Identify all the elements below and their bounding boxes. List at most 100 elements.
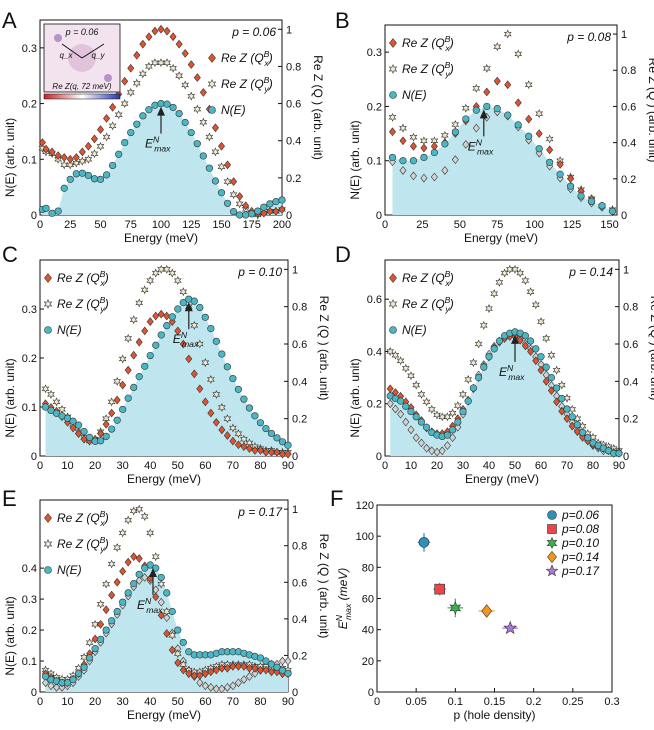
legend-label: N(E) <box>402 88 427 102</box>
data-point-re-z-q-x-b- <box>157 309 165 319</box>
data-point-re-z-q-x-b- <box>218 425 226 435</box>
data-point-re-z-q-y-b- <box>163 58 171 68</box>
data-point-grey <box>42 678 49 688</box>
x-tick-label: 40 <box>483 460 495 472</box>
data-point-re-z-q-y-b- <box>399 123 407 133</box>
data-point-n-e- <box>407 407 415 416</box>
x-tick-label: 90 <box>282 696 294 708</box>
data-point-n-e- <box>242 211 250 219</box>
data-point-n-e- <box>85 654 94 662</box>
y-right-tick-label: 0.8 <box>286 61 301 73</box>
data-point-n-e- <box>157 573 165 582</box>
data-point-grey <box>412 433 420 443</box>
data-point-n-e- <box>84 171 92 180</box>
x-tick-label: 0 <box>37 219 43 231</box>
data-point-grey <box>428 446 436 456</box>
data-point-grey <box>240 675 248 684</box>
data-point-n-e- <box>409 157 418 165</box>
data-point-re-z-q-y-b- <box>417 389 426 399</box>
data-point-re-z-q-y-b- <box>138 69 147 79</box>
data-point-re-z-q-y-b- <box>479 320 488 330</box>
data-point-n-e- <box>240 395 248 403</box>
data-point-re-z-q-x-b- <box>152 311 160 321</box>
data-point-re-z-q-y-b- <box>60 160 69 170</box>
emax-annotation: EN max <box>145 135 171 154</box>
data-point-re-z-q-x-b- <box>72 153 80 162</box>
data-point-n-e- <box>525 132 533 140</box>
data-point-re-z-q-x-b- <box>113 577 121 587</box>
inset-arrow-qx <box>61 43 83 59</box>
y-right-tick-label: 1 <box>286 24 292 36</box>
x-tick-label: 60 <box>199 696 211 708</box>
data-point-re-z-q-x-b- <box>108 408 116 418</box>
data-point-re-z-q-y-b- <box>151 552 160 562</box>
data-point-n-e- <box>157 331 165 339</box>
data-point-re-z-q-y-b- <box>420 136 428 146</box>
data-point-re-z-q-y-b- <box>217 162 226 172</box>
data-point-re-z-q-y-b- <box>547 350 556 360</box>
data-point-re-z-q-y-b- <box>485 304 493 314</box>
data-point-re-z-q-x-b- <box>42 144 50 154</box>
x-axis-label: Energy (meV) <box>465 472 539 486</box>
data-point-n-e- <box>262 657 270 665</box>
data-point-re-z-q-y-b- <box>401 363 410 373</box>
data-point-n-e- <box>78 169 86 177</box>
data-point-n-e- <box>556 170 564 178</box>
x-tick-label: 25 <box>416 219 428 231</box>
data-point-n-e- <box>397 397 405 405</box>
legend-marker <box>546 536 558 550</box>
data-point-re-z-q-y-b- <box>179 287 188 297</box>
y-right-tick-label: 0.6 <box>286 99 301 111</box>
data-point-re-z-q-y-b- <box>66 160 75 170</box>
peak-arrow-head <box>148 568 157 578</box>
data-point-re-z-q-x-b- <box>245 444 253 453</box>
data-point-re-z-q-y-b- <box>108 121 117 131</box>
data-point-re-z-q-x-b- <box>420 143 428 153</box>
data-point-re-z-q-y-b- <box>391 350 400 360</box>
inset-spot <box>104 74 112 82</box>
emax-annotation: EN max <box>173 330 199 349</box>
data-point-re-z-q-y-b- <box>503 29 512 39</box>
data-point-n-e- <box>207 325 215 333</box>
legend-label: Re Z (QB x) <box>221 49 273 68</box>
data-point-re-z-q-y-b- <box>169 63 177 73</box>
data-point-re-z-q-x-b- <box>103 114 111 123</box>
data-point-re-z-q-x-b- <box>163 629 171 638</box>
data-point-n-e- <box>157 99 165 108</box>
data-point-re-z-q-y-b- <box>102 579 111 589</box>
data-point-re-z-q-y-b- <box>78 156 87 166</box>
y-tick-label: 0 <box>31 210 37 222</box>
data-point-n-e- <box>48 209 56 217</box>
peak-arrow-head <box>157 106 165 116</box>
data-point-re-z-q-y-b- <box>140 285 149 295</box>
y-tick-label: 0 <box>376 210 382 222</box>
data-point-n-e- <box>54 207 62 215</box>
data-point-re-z-q-x-b- <box>121 76 129 86</box>
y-tick-label: 60 <box>362 594 374 606</box>
data-point-n-e- <box>146 561 154 569</box>
data-point-n-e- <box>493 104 501 113</box>
data-point-n-e- <box>96 175 105 183</box>
data-point-re-z-q-x-b- <box>573 427 581 437</box>
data-point-n-e- <box>141 564 149 572</box>
data-point-n-e- <box>124 394 132 402</box>
data-point-n-e- <box>185 648 193 656</box>
data-point-n-e- <box>145 106 153 114</box>
data-point-re-z-q-y-b- <box>132 78 141 88</box>
data-point-re-z-q-y-b- <box>162 264 171 274</box>
peak-arrow-head <box>184 302 193 312</box>
data-point-re-z-q-x-b- <box>535 129 543 138</box>
y-tick-label: 0.3 <box>367 47 382 59</box>
data-point-n-e- <box>462 115 470 123</box>
data-point-grey <box>397 409 405 419</box>
data-point-re-z-q-x-b- <box>196 384 204 394</box>
x-tick-label: 50 <box>94 219 106 231</box>
data-point-re-z-q-y-b- <box>175 71 184 81</box>
data-point-re-z-q-x-b- <box>196 671 204 680</box>
data-point-re-z-q-y-b- <box>135 298 144 308</box>
data-point-re-z-q-y-b- <box>542 333 551 343</box>
data-point-n-e- <box>615 449 623 457</box>
data-point-grey <box>441 166 449 175</box>
data-point-re-z-q-x-b- <box>260 208 268 218</box>
data-point-re-z-q-y-b- <box>490 289 499 299</box>
